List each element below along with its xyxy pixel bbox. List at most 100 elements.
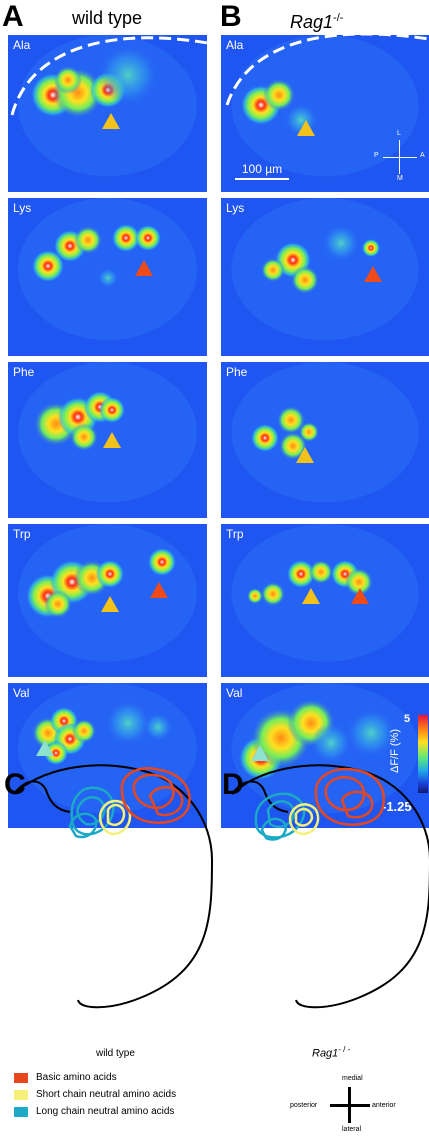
colorbar: 5 ΔF/F (%) -1.25 bbox=[382, 713, 429, 825]
orientation-anterior: anterior bbox=[372, 1102, 396, 1109]
legend-label-short-chain: Short chain neutral amino acids bbox=[36, 1089, 177, 1100]
arrowhead-trp-rag1-1 bbox=[302, 588, 320, 604]
orientation-small-left: P bbox=[374, 152, 379, 159]
activation-spot bbox=[148, 548, 176, 576]
odorant-label: Ala bbox=[226, 38, 244, 52]
arrowhead-phe-wt bbox=[103, 432, 121, 448]
activation-spot bbox=[98, 45, 158, 105]
panel-letter-c: C bbox=[4, 768, 26, 801]
legend-swatch-long-chain bbox=[14, 1106, 28, 1117]
activation-spot bbox=[44, 590, 72, 618]
arrowhead-val-wt bbox=[36, 740, 54, 756]
colorbar-min: -1.25 bbox=[382, 799, 412, 814]
label-wild-type: wild type bbox=[96, 1048, 135, 1059]
image-tile-wild-type-lys: Lys bbox=[8, 198, 207, 356]
label-rag1: Rag1- / - bbox=[312, 1045, 350, 1060]
legend: Basic amino acids Short chain neutral am… bbox=[14, 1072, 176, 1117]
colorbar-max: 5 bbox=[404, 713, 411, 725]
response-map bbox=[221, 362, 429, 518]
orientation-small-right: A bbox=[420, 152, 425, 159]
odorant-label: Ala bbox=[13, 38, 31, 52]
activation-spot bbox=[261, 258, 285, 282]
legend-item-basic: Basic amino acids bbox=[14, 1072, 176, 1083]
image-tile-rag1-lys: Lys bbox=[221, 198, 429, 356]
activation-spot bbox=[261, 582, 285, 606]
legend-label-basic: Basic amino acids bbox=[36, 1072, 117, 1083]
odorant-label: Val bbox=[226, 686, 243, 700]
legend-item-long-chain: Long chain neutral amino acids bbox=[14, 1106, 176, 1117]
activation-spot bbox=[135, 225, 161, 251]
legend-swatch-basic bbox=[14, 1072, 28, 1083]
response-map bbox=[221, 683, 429, 828]
response-map bbox=[8, 35, 207, 192]
activation-spot bbox=[263, 79, 295, 111]
label-rag1-main: Rag1 bbox=[312, 1047, 339, 1060]
activation-spot bbox=[291, 266, 319, 294]
arrowhead-ala-rag1 bbox=[297, 120, 315, 136]
response-map bbox=[221, 524, 429, 677]
arrowhead-trp-wt-2 bbox=[150, 582, 168, 598]
activation-spot bbox=[44, 741, 68, 765]
orientation-small-bottom: M bbox=[397, 175, 403, 182]
orientation-cross-small: L P A M bbox=[374, 130, 429, 186]
scale-bar-label: 100 µm bbox=[241, 162, 283, 176]
response-map bbox=[221, 35, 429, 192]
activation-spot bbox=[362, 239, 380, 257]
odorant-label: Phe bbox=[226, 365, 248, 379]
arrowhead-trp-wt-1 bbox=[101, 596, 119, 612]
orientation-small-top: L bbox=[397, 130, 401, 137]
cluster-basic-wild-type bbox=[120, 767, 191, 824]
activation-spot bbox=[287, 560, 315, 588]
activation-spot bbox=[311, 723, 351, 763]
activation-spot bbox=[277, 406, 305, 434]
response-map bbox=[8, 198, 207, 356]
arrowhead-ala-wt bbox=[102, 113, 120, 129]
activation-spot bbox=[72, 719, 96, 743]
odorant-label: Val bbox=[13, 686, 30, 700]
cluster-short-chain-rag1 bbox=[288, 803, 320, 836]
activation-spot bbox=[323, 225, 359, 261]
arrowhead-lys-rag1 bbox=[364, 266, 382, 282]
panel-letter-b: B bbox=[220, 0, 242, 33]
bulb-boundary-dashed bbox=[10, 36, 207, 116]
activation-spot bbox=[251, 424, 279, 452]
activation-spot bbox=[112, 224, 140, 252]
label-rag1-sup: - / - bbox=[338, 1045, 351, 1054]
orientation-cross: medial posterior anterior lateral bbox=[290, 1075, 429, 1137]
scale-bar: 100 µm bbox=[235, 162, 289, 180]
rag1-title-sup: -/- bbox=[333, 12, 344, 24]
cluster-basic-rag1 bbox=[314, 767, 385, 826]
bulb-outline-wild-type bbox=[13, 764, 214, 1009]
bulb-inner-edge-wild-type bbox=[13, 780, 71, 813]
bulb-boundary-dashed bbox=[225, 35, 429, 106]
schematic-panels bbox=[13, 764, 429, 1009]
arrowhead-val-rag1 bbox=[251, 745, 269, 761]
panel-letter-a: A bbox=[2, 0, 24, 33]
activation-spot bbox=[99, 397, 125, 423]
cluster-short-chain-wild-type bbox=[98, 799, 132, 836]
arrowhead-phe-rag1 bbox=[296, 447, 314, 463]
odorant-label: Phe bbox=[13, 365, 35, 379]
orientation-small-hline bbox=[383, 157, 417, 158]
odorant-label: Lys bbox=[13, 201, 32, 215]
orientation-posterior: posterior bbox=[290, 1102, 318, 1109]
activation-spot bbox=[247, 588, 263, 604]
activation-spot bbox=[279, 432, 307, 460]
column-title-rag1: Rag1-/- bbox=[290, 8, 343, 32]
image-tile-wild-type-ala: Ala bbox=[8, 35, 207, 192]
odorant-label: Trp bbox=[226, 527, 244, 541]
legend-item-short-chain: Short chain neutral amino acids bbox=[14, 1089, 176, 1100]
orientation-horizontal-line bbox=[330, 1104, 370, 1107]
response-map bbox=[221, 198, 429, 356]
odorant-label: Trp bbox=[13, 527, 31, 541]
orientation-lateral: lateral bbox=[342, 1126, 362, 1133]
panel-letter-d: D bbox=[222, 768, 244, 801]
activation-spot bbox=[144, 713, 172, 741]
activation-spot bbox=[345, 568, 373, 596]
image-tile-rag1-phe: Phe bbox=[221, 362, 429, 518]
bulb-outline-rag1 bbox=[231, 764, 429, 1009]
activation-spot bbox=[309, 560, 333, 584]
odorant-label: Lys bbox=[226, 201, 245, 215]
activation-spot bbox=[98, 268, 118, 288]
bulb-inner-edge-rag1 bbox=[231, 780, 289, 813]
